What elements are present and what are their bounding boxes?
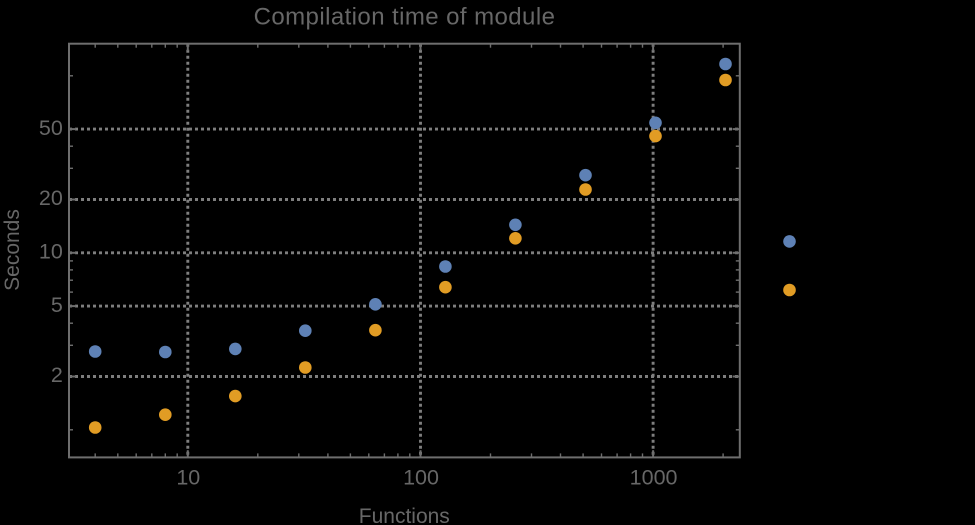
- svg-text:10: 10: [176, 465, 200, 489]
- svg-text:Compilation time of module: Compilation time of module: [254, 3, 556, 30]
- svg-text:10: 10: [39, 240, 63, 264]
- svg-text:Seconds: Seconds: [1, 209, 24, 291]
- svg-text:2: 2: [51, 363, 63, 387]
- svg-text:50: 50: [39, 116, 63, 140]
- svg-text:1000: 1000: [630, 465, 678, 489]
- svg-text:Functions: Functions: [359, 505, 450, 525]
- svg-text:100: 100: [403, 465, 439, 489]
- svg-text:20: 20: [39, 186, 63, 210]
- svg-text:5: 5: [51, 293, 63, 317]
